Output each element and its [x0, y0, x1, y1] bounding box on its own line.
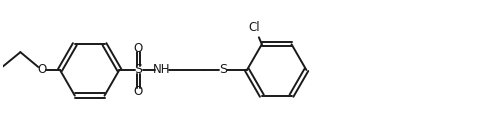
Text: O: O — [133, 42, 143, 55]
Text: O: O — [133, 85, 143, 98]
Text: NH: NH — [153, 63, 171, 76]
Text: S: S — [219, 63, 227, 76]
Text: Cl: Cl — [248, 21, 260, 34]
Text: O: O — [37, 63, 47, 76]
Text: S: S — [134, 63, 142, 76]
